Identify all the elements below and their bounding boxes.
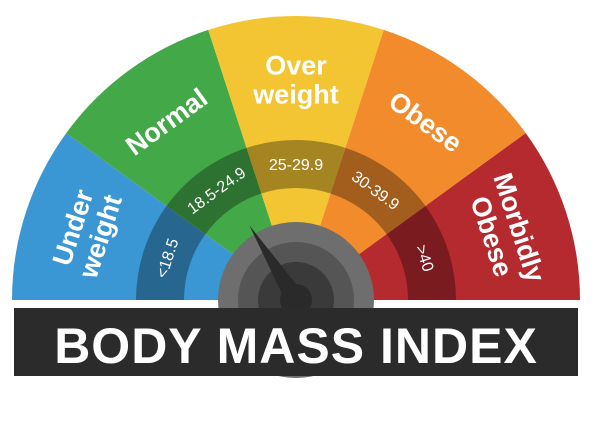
band-obese — [330, 147, 426, 235]
segment-over-weight — [208, 15, 384, 300]
band-over-weight — [246, 139, 346, 194]
band-normal — [166, 147, 262, 235]
segment-under-weight — [12, 133, 296, 300]
segment-morbidly-obese — [296, 133, 580, 300]
range-band — [136, 139, 456, 300]
gauge-segments — [12, 15, 580, 300]
range-label-over-weight: 25-29.9 — [269, 157, 323, 174]
category-label-over-weight: Over weight — [252, 51, 339, 110]
category-line: weight — [252, 80, 339, 110]
category-line: Over — [265, 51, 327, 81]
title-banner — [14, 308, 578, 376]
segment-normal — [66, 29, 297, 300]
title-text: BODY MASS INDEX — [54, 318, 538, 374]
segment-obese — [296, 29, 526, 300]
band-morbidly-obese — [386, 205, 456, 300]
band-under-weight — [136, 205, 206, 300]
